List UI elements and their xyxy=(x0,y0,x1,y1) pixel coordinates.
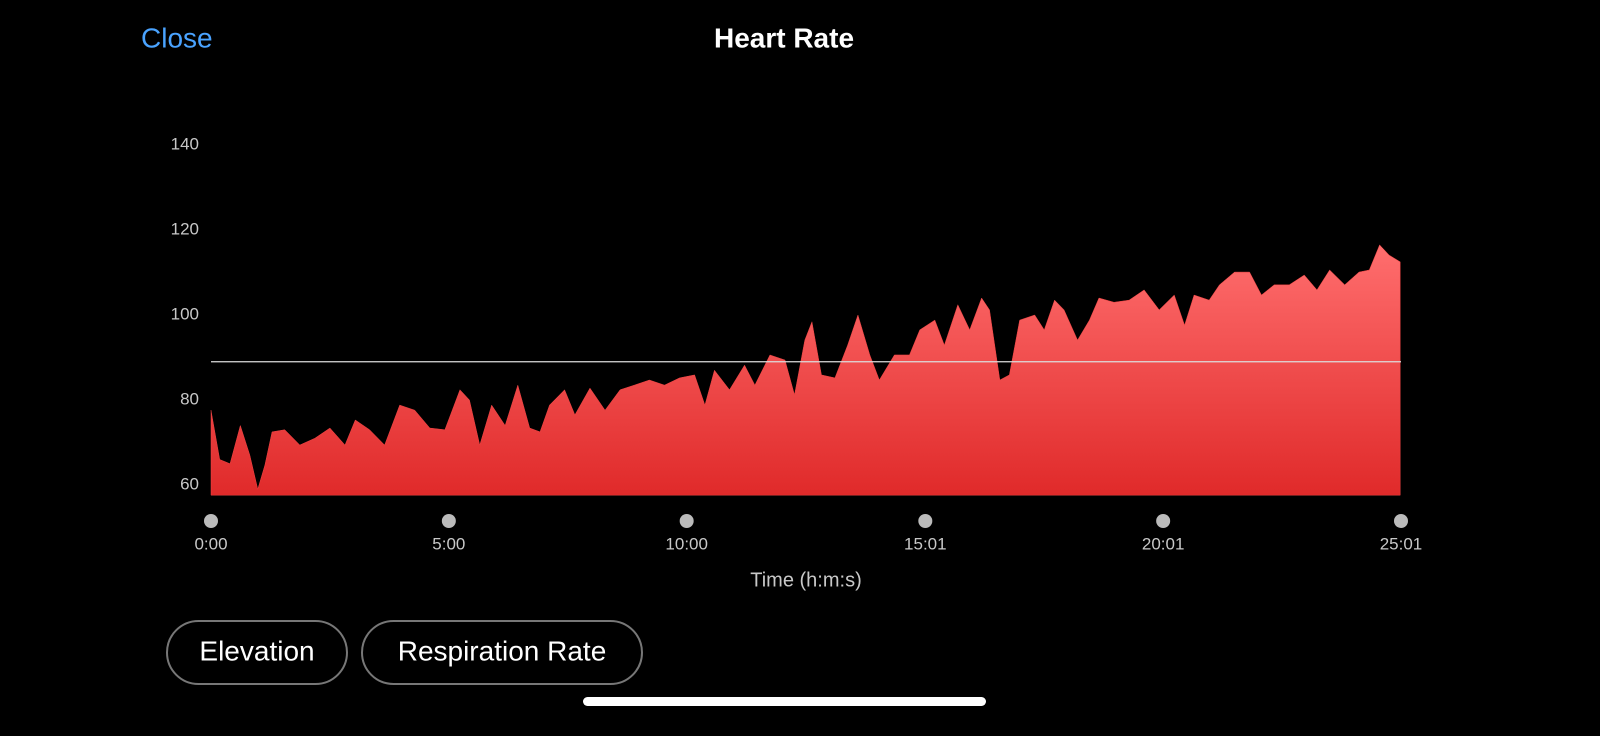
x-tick-dot xyxy=(1394,514,1408,528)
chart-title: Heart Rate xyxy=(714,22,854,53)
x-tick-dot xyxy=(918,514,933,528)
x-tick-dot xyxy=(204,514,218,528)
heart-rate-area xyxy=(210,244,1401,496)
plot: 60 80 100 120 140 0:00 5:00 10:00 15:01 20:01 25:0… xyxy=(171,134,1423,553)
x-tick-label: 10:00 xyxy=(665,534,708,553)
x-axis-label: Time (h:m:s) xyxy=(750,569,861,591)
y-tick-label: 60 xyxy=(180,474,199,493)
y-tick-label: 80 xyxy=(180,389,199,408)
x-tick-label: 5:00 xyxy=(432,534,465,553)
close-button[interactable]: Close xyxy=(141,22,213,53)
x-tick-label: 0:00 xyxy=(194,534,227,553)
y-tick-label: 100 xyxy=(171,304,199,323)
x-tick-dot xyxy=(679,514,694,528)
x-tick-label: 25:01 xyxy=(1380,534,1423,553)
y-tick-label: 120 xyxy=(171,219,199,238)
x-tick-label: 15:01 xyxy=(904,534,947,553)
respiration-button[interactable] xyxy=(361,620,643,685)
home-indicator xyxy=(583,697,986,706)
elevation-button[interactable] xyxy=(166,620,348,685)
elevation-label[interactable]: Elevation xyxy=(199,635,314,666)
respiration-label[interactable]: Respiration Rate xyxy=(398,635,607,666)
y-tick-label: 140 xyxy=(171,134,199,153)
x-tick-dot xyxy=(441,514,456,528)
x-tick-dot xyxy=(1156,514,1171,528)
x-tick-label: 20:01 xyxy=(1142,534,1185,553)
